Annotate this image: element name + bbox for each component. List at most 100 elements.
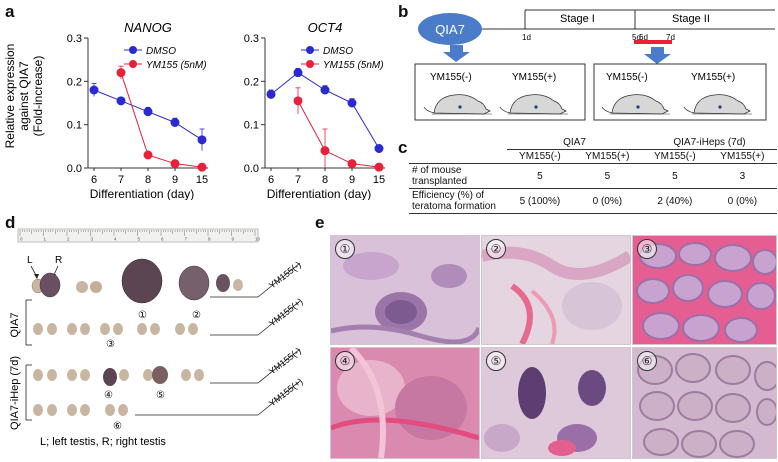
legend-marker — [129, 60, 137, 68]
panel-label-a: a — [5, 2, 15, 21]
panel-label-e: e — [315, 213, 325, 232]
table-cell: 3 — [739, 170, 746, 182]
ruler-mark: 8 — [208, 237, 211, 242]
arrow-down-icon — [644, 47, 671, 64]
x-tick-label: 9 — [172, 174, 178, 186]
x-axis-label: Differentiation (day) — [90, 187, 195, 200]
y-tick-label: 0.3 — [67, 33, 82, 45]
histology-label: ⑥ — [637, 351, 657, 371]
testis-number: ⑤ — [156, 390, 165, 401]
table-cell: 2 (40%) — [657, 195, 693, 207]
series-line — [297, 100, 380, 168]
ruler-mark: 1 — [44, 237, 47, 242]
testis-number: ① — [138, 310, 147, 321]
ylabel-line-3: (Fold-increase) — [31, 56, 45, 137]
legend-label: DMSO — [323, 46, 353, 57]
table-row: Efficiency (%) of teratoma formation 5 (1… — [409, 189, 777, 214]
data-point — [374, 144, 384, 153]
group-label-qia7: QIA7 — [10, 312, 21, 337]
histology-label: ④ — [335, 351, 355, 371]
histology-image-1: ① — [330, 235, 480, 345]
ruler-mark: 6 — [161, 237, 164, 242]
ruler-mark: 5 — [138, 237, 141, 242]
histology-image-6: ⑥ — [632, 347, 777, 459]
row-label: teratoma formation — [412, 201, 496, 212]
data-point — [89, 85, 99, 95]
label-L: L — [27, 255, 33, 266]
y-tick-label: 0.3 — [244, 33, 259, 45]
mouse-icon — [683, 94, 752, 115]
y-tick-label: 0.2 — [67, 76, 82, 88]
testis-row-qia7-ym-plus — [33, 323, 198, 335]
x-tick-label: 9 — [349, 174, 355, 186]
ruler-mark: 2 — [67, 237, 70, 242]
ruler-mark: 3 — [91, 237, 94, 242]
table-cell: 0 (0%) — [592, 195, 623, 207]
histology-image-4: ④ — [330, 347, 480, 459]
row-label: # of mouse — [412, 165, 462, 176]
legend-marker — [306, 60, 314, 68]
ruler-mark: 4 — [114, 237, 117, 242]
table-subheader: YM155(-) — [519, 151, 561, 162]
data-point — [116, 68, 126, 78]
qia7-ellipse — [418, 13, 482, 45]
table-subheader: YM155(-) — [654, 151, 696, 162]
panel-label-b: b — [398, 2, 409, 21]
data-point — [170, 118, 180, 127]
data-point — [347, 98, 357, 108]
box2-left-label: YM155(-) — [606, 72, 648, 83]
box1-right-label: YM155(+) — [512, 72, 556, 83]
tick-6d: 6d — [639, 33, 648, 42]
data-point — [266, 89, 276, 99]
x-tick-label: 8 — [322, 174, 328, 186]
table-cell: 5 — [672, 170, 678, 182]
x-tick-label: 15 — [373, 174, 385, 186]
legend-marker — [306, 46, 314, 54]
row-label: Efficiency (%) of — [412, 190, 485, 201]
data-point — [320, 85, 330, 95]
x-tick-label: 7 — [295, 174, 301, 186]
testis-number: ④ — [104, 390, 113, 401]
table-row: # of mouse transplanted 5 5 5 3 — [409, 164, 777, 189]
testis-caption: L; left testis, R; right testis — [40, 436, 166, 448]
tick-5d: 5d — [632, 33, 641, 42]
data-point — [116, 96, 126, 106]
chart-title: OCT4 — [308, 20, 343, 35]
mouse-icon — [499, 94, 568, 115]
ruler-mark: 7 — [185, 237, 188, 242]
legend-label: YM155 (5nM) — [323, 60, 384, 71]
data-point — [320, 146, 330, 156]
ym-minus-label: YM155(-) — [267, 346, 303, 377]
legend-label: DMSO — [146, 46, 176, 57]
stage2-label: Stage II — [672, 13, 710, 25]
table-group-qia7: QIA7 — [507, 136, 642, 150]
table-group-ihep: QIA7-iHeps (7d) — [641, 136, 777, 150]
ym-plus-label: YM155(+) — [267, 296, 305, 328]
teratoma-table: QIA7 QIA7-iHeps (7d) YM155(-) YM155(+) Y… — [409, 136, 777, 214]
histology-image-3: ③ — [632, 235, 777, 345]
arrow-down-icon — [443, 45, 470, 62]
x-tick-label: 15 — [196, 174, 208, 186]
ylabel-line-2: against QIA7 — [17, 61, 31, 131]
table-subheader: YM155(+) — [585, 151, 630, 162]
table-cell: 5 — [604, 170, 611, 182]
y-axis-label: Relative expression against QIA7 (Fold-i… — [2, 40, 48, 150]
histology-label: ① — [335, 239, 355, 259]
histology-label: ② — [486, 239, 506, 259]
y-tick-label: 0.1 — [67, 120, 82, 132]
histology-label: ③ — [637, 239, 657, 259]
x-tick-label: 7 — [118, 174, 124, 186]
testis-number: ⑥ — [113, 421, 122, 432]
data-point — [293, 68, 303, 78]
testis-number: ② — [192, 310, 201, 321]
box2-right-label: YM155(+) — [691, 72, 735, 83]
ylabel-line-1: Relative expression — [3, 44, 17, 149]
data-point — [374, 162, 384, 172]
ruler — [17, 228, 259, 243]
y-tick-label: 0.2 — [244, 76, 259, 88]
tick-7d: 7d — [666, 33, 675, 42]
ym-plus-label: YM155(+) — [267, 376, 305, 408]
data-point — [347, 159, 357, 169]
